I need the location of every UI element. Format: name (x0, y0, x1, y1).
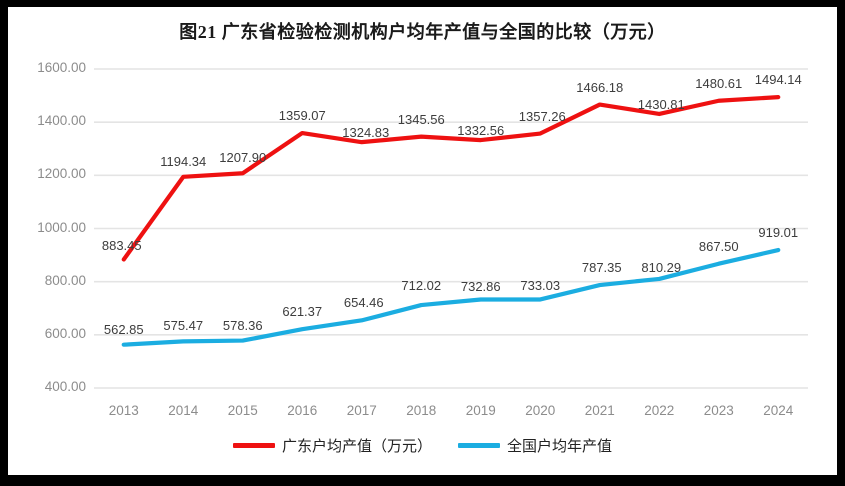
data-label: 1430.81 (637, 96, 685, 112)
data-label: 1194.34 (160, 153, 207, 169)
x-axis-tick-label: 2019 (465, 403, 496, 418)
data-label: 1480.61 (695, 75, 743, 91)
x-axis-tick-label: 2016 (287, 403, 318, 418)
data-label: 1345.56 (397, 111, 445, 127)
data-label: 1494.14 (754, 72, 802, 88)
y-axis-tick-label: 800.00 (44, 272, 86, 288)
x-axis-tick-label: 2018 (406, 403, 437, 418)
data-label: 575.47 (163, 318, 204, 334)
data-label: 1207.90 (219, 150, 267, 166)
legend-label: 广东户均产值（万元） (281, 438, 432, 455)
data-label: 810.29 (641, 259, 682, 275)
y-axis-tick-label: 1600.00 (37, 60, 86, 75)
legend-swatch-icon (232, 443, 275, 448)
plot-area: 400.00 600.00 800.00 1000.00 1200.00 1400.00 1… (8, 7, 837, 475)
data-label: 578.36 (222, 317, 263, 333)
x-axis-tick-label: 2020 (525, 403, 556, 418)
page-title: 图21 广东省检验检测机构户均年产值与全国的比较（万元） (179, 22, 666, 42)
series-line-2 (121, 247, 781, 347)
data-label: 1357.26 (518, 108, 566, 124)
data-label: 1332.56 (457, 123, 505, 139)
legend-item-2[interactable]: 全国户均年产值 (458, 435, 612, 456)
x-axis-tick-label: 2023 (703, 403, 734, 418)
chart-canvas (94, 68, 808, 389)
y-axis-tick-label: 400.00 (44, 379, 86, 394)
chart-frame: 图21 广东省检验检测机构户均年产值与全国的比较（万元） 400.00 600.0… (8, 7, 837, 475)
data-label: 654.46 (343, 295, 384, 311)
x-axis-tick-label: 2013 (108, 403, 139, 418)
y-axis-tick-label: 1400.00 (37, 113, 86, 129)
legend-swatch-icon (458, 443, 500, 448)
data-label: 919.01 (758, 225, 799, 241)
data-label: 712.02 (401, 278, 442, 294)
legend-label: 全国户均年产值 (507, 438, 613, 455)
data-label: 621.37 (282, 304, 323, 320)
x-axis-tick-label: 2024 (763, 403, 794, 418)
y-axis-tick-label: 600.00 (44, 325, 86, 341)
x-axis-tick-label: 2022 (644, 403, 675, 418)
data-label: 562.85 (103, 321, 144, 337)
data-label: 883.45 (101, 238, 142, 254)
y-axis-tick-label: 1000.00 (37, 219, 86, 235)
data-label: 787.35 (581, 260, 622, 276)
data-label: 732.86 (460, 278, 501, 294)
series-line-1 (121, 95, 781, 262)
chart-legend: 广东户均产值（万元） 全国户均年产值 (8, 435, 837, 456)
data-label: 1324.83 (342, 125, 390, 141)
data-label: 733.03 (520, 278, 561, 294)
data-label: 1359.07 (278, 108, 326, 124)
data-label: 867.50 (698, 238, 739, 254)
data-label: 1466.18 (576, 79, 624, 95)
x-axis-tick-label: 2021 (584, 403, 615, 418)
x-axis-tick-label: 2015 (227, 403, 258, 418)
legend-item-1[interactable]: 广东户均产值（万元） (232, 435, 432, 456)
y-axis-tick-label: 1200.00 (37, 166, 86, 182)
x-axis-tick-label: 2014 (168, 403, 199, 418)
x-axis-tick-label: 2017 (346, 403, 377, 418)
